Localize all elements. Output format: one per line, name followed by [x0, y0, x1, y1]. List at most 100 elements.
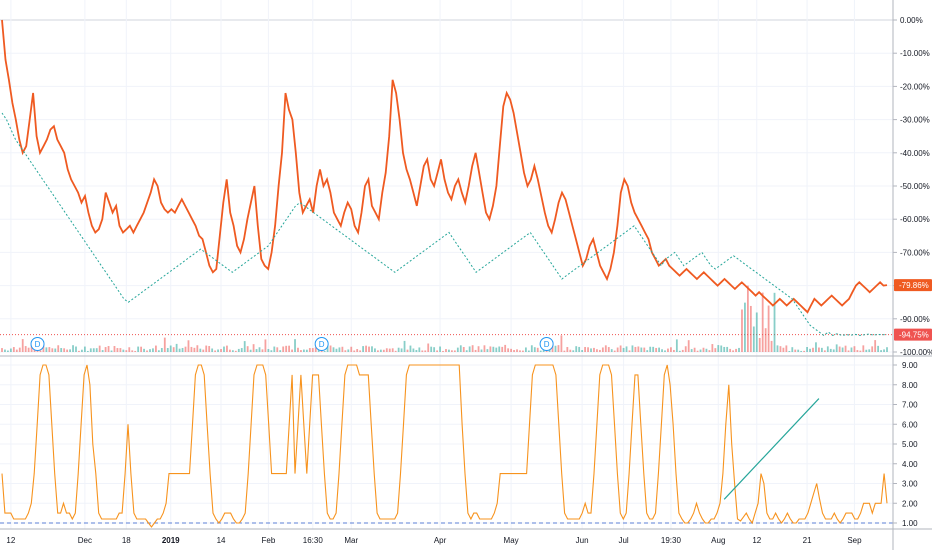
x-tick-label: Apr	[434, 536, 447, 545]
volume-bar	[587, 347, 589, 352]
volume-bar	[264, 339, 267, 352]
volume-bar	[658, 347, 660, 352]
volume-bar	[510, 348, 512, 352]
volume-bar	[735, 348, 737, 352]
volume-bar	[711, 344, 714, 352]
volume-bar	[826, 346, 829, 352]
volume-bar	[507, 348, 510, 352]
volume-bar	[693, 347, 696, 352]
volume-bar	[726, 346, 729, 352]
volume-bar	[211, 348, 214, 352]
volume-bar	[797, 349, 800, 352]
indicator-y-tick-label: 4.00	[902, 460, 918, 469]
volume-bar	[48, 347, 51, 352]
volume-bar	[326, 345, 329, 352]
volume-bar	[311, 348, 314, 352]
volume-bar	[539, 350, 542, 352]
volume-bar	[699, 349, 702, 352]
volume-bar	[113, 346, 116, 352]
volume-bar	[853, 346, 856, 352]
volume-bar	[741, 309, 743, 352]
indicator-trendline[interactable]	[723, 398, 820, 500]
volume-bar	[489, 346, 492, 352]
volume-bar	[761, 292, 764, 352]
volume-bar	[474, 349, 477, 352]
volume-bar	[45, 347, 48, 352]
volume-bar	[850, 347, 853, 352]
volume-bar	[69, 349, 71, 352]
volume-bar	[427, 343, 430, 352]
volume-bar	[791, 347, 794, 352]
volume-bar	[18, 347, 21, 352]
volume-bar	[667, 348, 669, 352]
volume-bar	[350, 346, 353, 352]
volume-bar	[323, 350, 326, 352]
volume-bar	[616, 347, 619, 352]
volume-bar	[223, 346, 225, 352]
volume-bar	[522, 350, 524, 352]
main-y-tick-label: -30.00%	[900, 116, 930, 125]
main-y-tick-label: -10.00%	[900, 49, 930, 58]
time-axis: 12 Dec 18 2019 14 Feb 16:30 Mar Apr May Jun Jul 19:3…	[6, 536, 862, 545]
indicator-y-tick-label: 8.00	[902, 381, 918, 390]
volume-bar	[794, 349, 797, 352]
volume-bar	[430, 346, 433, 352]
volume-bar	[409, 345, 412, 352]
volume-bar	[471, 345, 474, 352]
volume-bar	[501, 346, 504, 352]
x-tick-label: Jun	[576, 536, 589, 545]
volume-bar	[89, 348, 92, 352]
volume-bar	[160, 348, 163, 352]
volume-bar	[267, 348, 270, 352]
volume-bar	[39, 350, 42, 352]
volume-bar	[418, 347, 421, 352]
volume-bar	[261, 349, 264, 352]
volume-bar	[655, 347, 658, 352]
volume-bar	[400, 348, 403, 352]
volume-bar	[439, 346, 441, 352]
volume-bar	[187, 340, 190, 352]
volume-bar	[702, 347, 705, 352]
volume-bar	[240, 348, 243, 352]
volume-bar	[116, 348, 119, 352]
volume-bar	[527, 350, 530, 352]
volume-bar	[442, 350, 444, 352]
volume-bar	[640, 347, 643, 352]
indicator-line	[1, 364, 888, 528]
volume-bar	[646, 350, 649, 352]
volume-bar	[237, 348, 240, 352]
main-price-series	[1, 19, 888, 337]
volume-bar	[214, 350, 217, 352]
volume-bar	[448, 349, 450, 352]
x-tick-label: Dec	[78, 536, 92, 545]
main-y-tick-label: 0.00%	[900, 16, 923, 25]
volume-bar	[98, 345, 101, 352]
volume-bar	[382, 349, 385, 352]
x-tick-label: Feb	[261, 536, 275, 545]
volume-bar	[104, 347, 107, 352]
x-tick-label: 2019	[162, 536, 180, 545]
volume-bar	[83, 346, 86, 352]
volume-bar	[78, 350, 80, 352]
indicator-y-tick-label: 3.00	[902, 480, 918, 489]
volume-bar	[607, 347, 610, 352]
indicator-series	[0, 364, 893, 528]
primary-series-line	[1, 19, 888, 314]
volume-bar	[146, 350, 148, 352]
volume-bar	[21, 339, 24, 352]
volume-bar	[54, 348, 57, 352]
volume-bar	[880, 350, 882, 352]
x-tick-label: Sep	[847, 536, 862, 545]
volume-bar	[314, 347, 317, 352]
volume-bar	[844, 345, 847, 352]
volume-bar	[456, 347, 459, 352]
volume-bar	[163, 337, 166, 352]
volume-bar	[581, 350, 584, 352]
volume-bar	[344, 350, 347, 352]
volume-bar	[495, 347, 498, 352]
x-tick-label: May	[504, 536, 519, 545]
volume-bar	[178, 348, 181, 352]
indicator-y-tick-label: 2.00	[902, 499, 918, 508]
